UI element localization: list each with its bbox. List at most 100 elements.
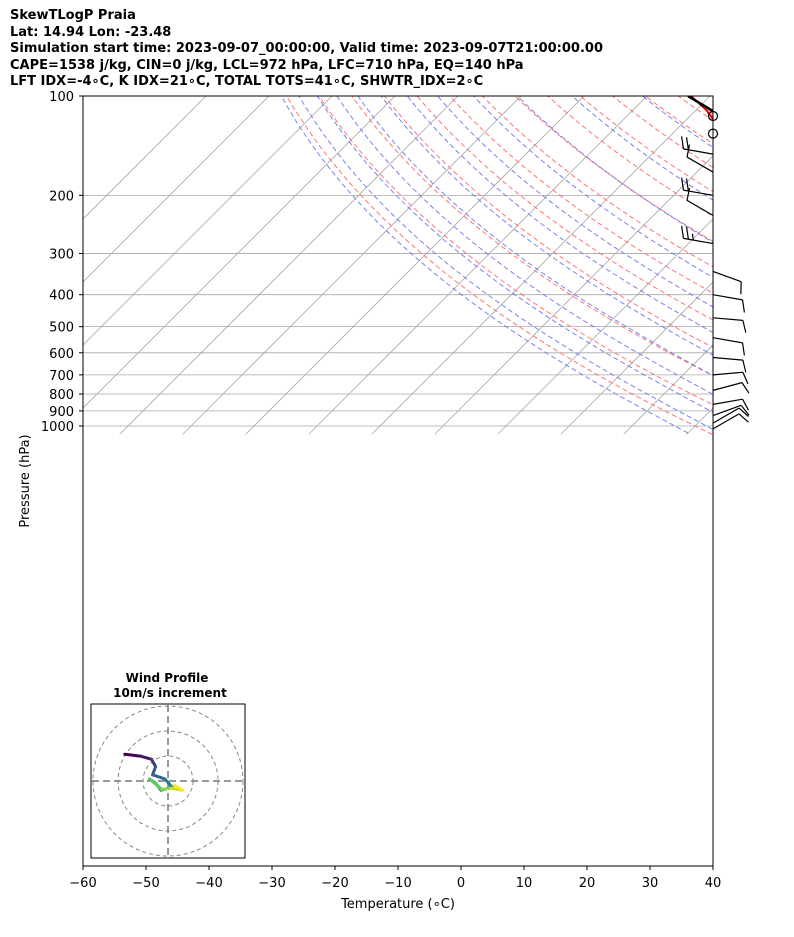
moist-adiabat-line [406,96,713,334]
dry-adiabat-line [514,96,713,242]
wind-barb-flag [686,144,691,158]
y-tick-label: 600 [49,347,74,362]
y-tick-label: 500 [49,321,74,336]
wind-barb-half-flag [691,233,694,241]
wind-barb-staff [712,413,740,430]
indices-line: LFT IDX=-4∘C, K IDX=21∘C, TOTAL TOTS=41∘… [10,74,484,89]
hodograph-segment [172,783,184,792]
isotherm-line [308,96,648,435]
isotherm-line [182,96,522,435]
wind-barb-flag [738,407,749,417]
isotherm-line [371,96,711,435]
wind-barb-flag [740,404,750,416]
x-tick-label: −50 [132,876,159,891]
wind-barb-flag [681,225,685,239]
dry-adiabat-line [546,96,713,217]
isotherm-line [560,281,713,435]
wind-barb-staff [686,156,714,173]
cape-cin-fill-layer [688,96,713,119]
isotherm-line [83,96,333,346]
wind-barb-flag [738,413,749,423]
isotherm-line [83,96,396,409]
moist-adiabat-line [380,96,713,356]
wind-barb-staff [712,337,743,344]
hodograph-segment [147,777,164,791]
dry-adiabat-line [286,96,713,435]
isotherm-line [434,155,713,435]
moist-adiabat-line [298,96,713,431]
y-tick-label: 1000 [41,420,74,435]
x-tick-label: −20 [321,876,348,891]
hodograph-segment [151,773,167,781]
hodograph-subtitle: 10m/s increment [113,686,227,700]
x-tick-label: −40 [195,876,222,891]
cape-area [698,103,713,119]
x-axis-label: Temperature (∘C) [340,897,455,912]
moist-adiabat-line [436,96,713,308]
dry-adiabat-line [383,96,713,348]
isotherm-line [750,89,794,435]
isotherm-line [245,96,585,435]
wind-barb-staff [712,404,742,417]
y-tick-label: 300 [49,247,74,262]
wind-barb-flag [741,299,745,313]
moist-adiabat-line [641,96,713,149]
x-tick-label: 40 [705,876,722,891]
mixing-ratio-line [772,353,794,435]
dewpoint-profile [723,96,794,426]
wind-barb-flag [681,136,685,149]
wind-barb-flag [685,226,689,240]
x-tick-label: 30 [642,876,659,891]
x-tick-label: 0 [457,876,465,891]
wind-barb-staff [686,199,714,216]
wind-barb-flag [741,342,745,356]
wind-barb-staff [712,294,743,301]
dry-adiabat-line [351,96,713,377]
dry-adiabat-line [765,89,794,435]
isotherm-line [497,218,713,435]
wind-barb-flag [685,137,689,150]
wind-barb-staff [712,371,743,376]
background-lines-layer [83,89,794,435]
dry-adiabat-line [318,96,713,406]
wind-barb-staff [712,270,742,283]
dry-adiabat-line [579,96,713,193]
moist-adiabat-line [516,96,713,244]
times-line: Simulation start time: 2023-09-07_00:00:… [10,41,603,56]
x-tick-label: −10 [384,876,411,891]
y-tick-label: 700 [49,369,74,384]
hodograph-segment [123,752,143,758]
moist-adiabat-line [336,96,713,396]
isotherm-line [83,96,207,220]
hodograph-title: Wind Profile [126,671,209,685]
moist-adiabat-line [571,96,713,201]
wind-barb-flag [686,187,691,201]
dry-adiabat-line [416,96,713,321]
x-tick-label: 20 [579,876,596,891]
calm-wind-marker [707,128,719,139]
wind-barb-staff [712,398,743,405]
chart-title: SkewTLogP Praia [10,8,136,23]
wind-barb-flag [681,177,685,191]
dry-adiabat-line [644,96,713,145]
moist-adiabat-line [280,96,689,434]
wind-barbs-layer [681,110,750,430]
x-tick-label: 10 [516,876,533,891]
wind-barb-flag [742,398,750,411]
wind-barb-staff [712,382,743,391]
wind-barb-flag [742,359,747,373]
moist-adiabat-line [316,96,713,413]
temperature-profile [690,96,713,121]
chart-header: SkewTLogP Praia Lat: 14.94 Lon: -23.48 S… [10,8,603,91]
mixing-ratio-line [722,353,765,435]
hodograph-segment [160,786,173,791]
hodograph-plot [92,705,244,857]
hodograph-segment [163,777,174,789]
calm-wind-marker [707,110,719,122]
x-tick-label: −30 [258,876,285,891]
location-line: Lat: 14.94 Lon: -23.48 [10,24,172,40]
wind-barb-flag [742,372,749,385]
y-tick-label: 100 [49,90,74,105]
